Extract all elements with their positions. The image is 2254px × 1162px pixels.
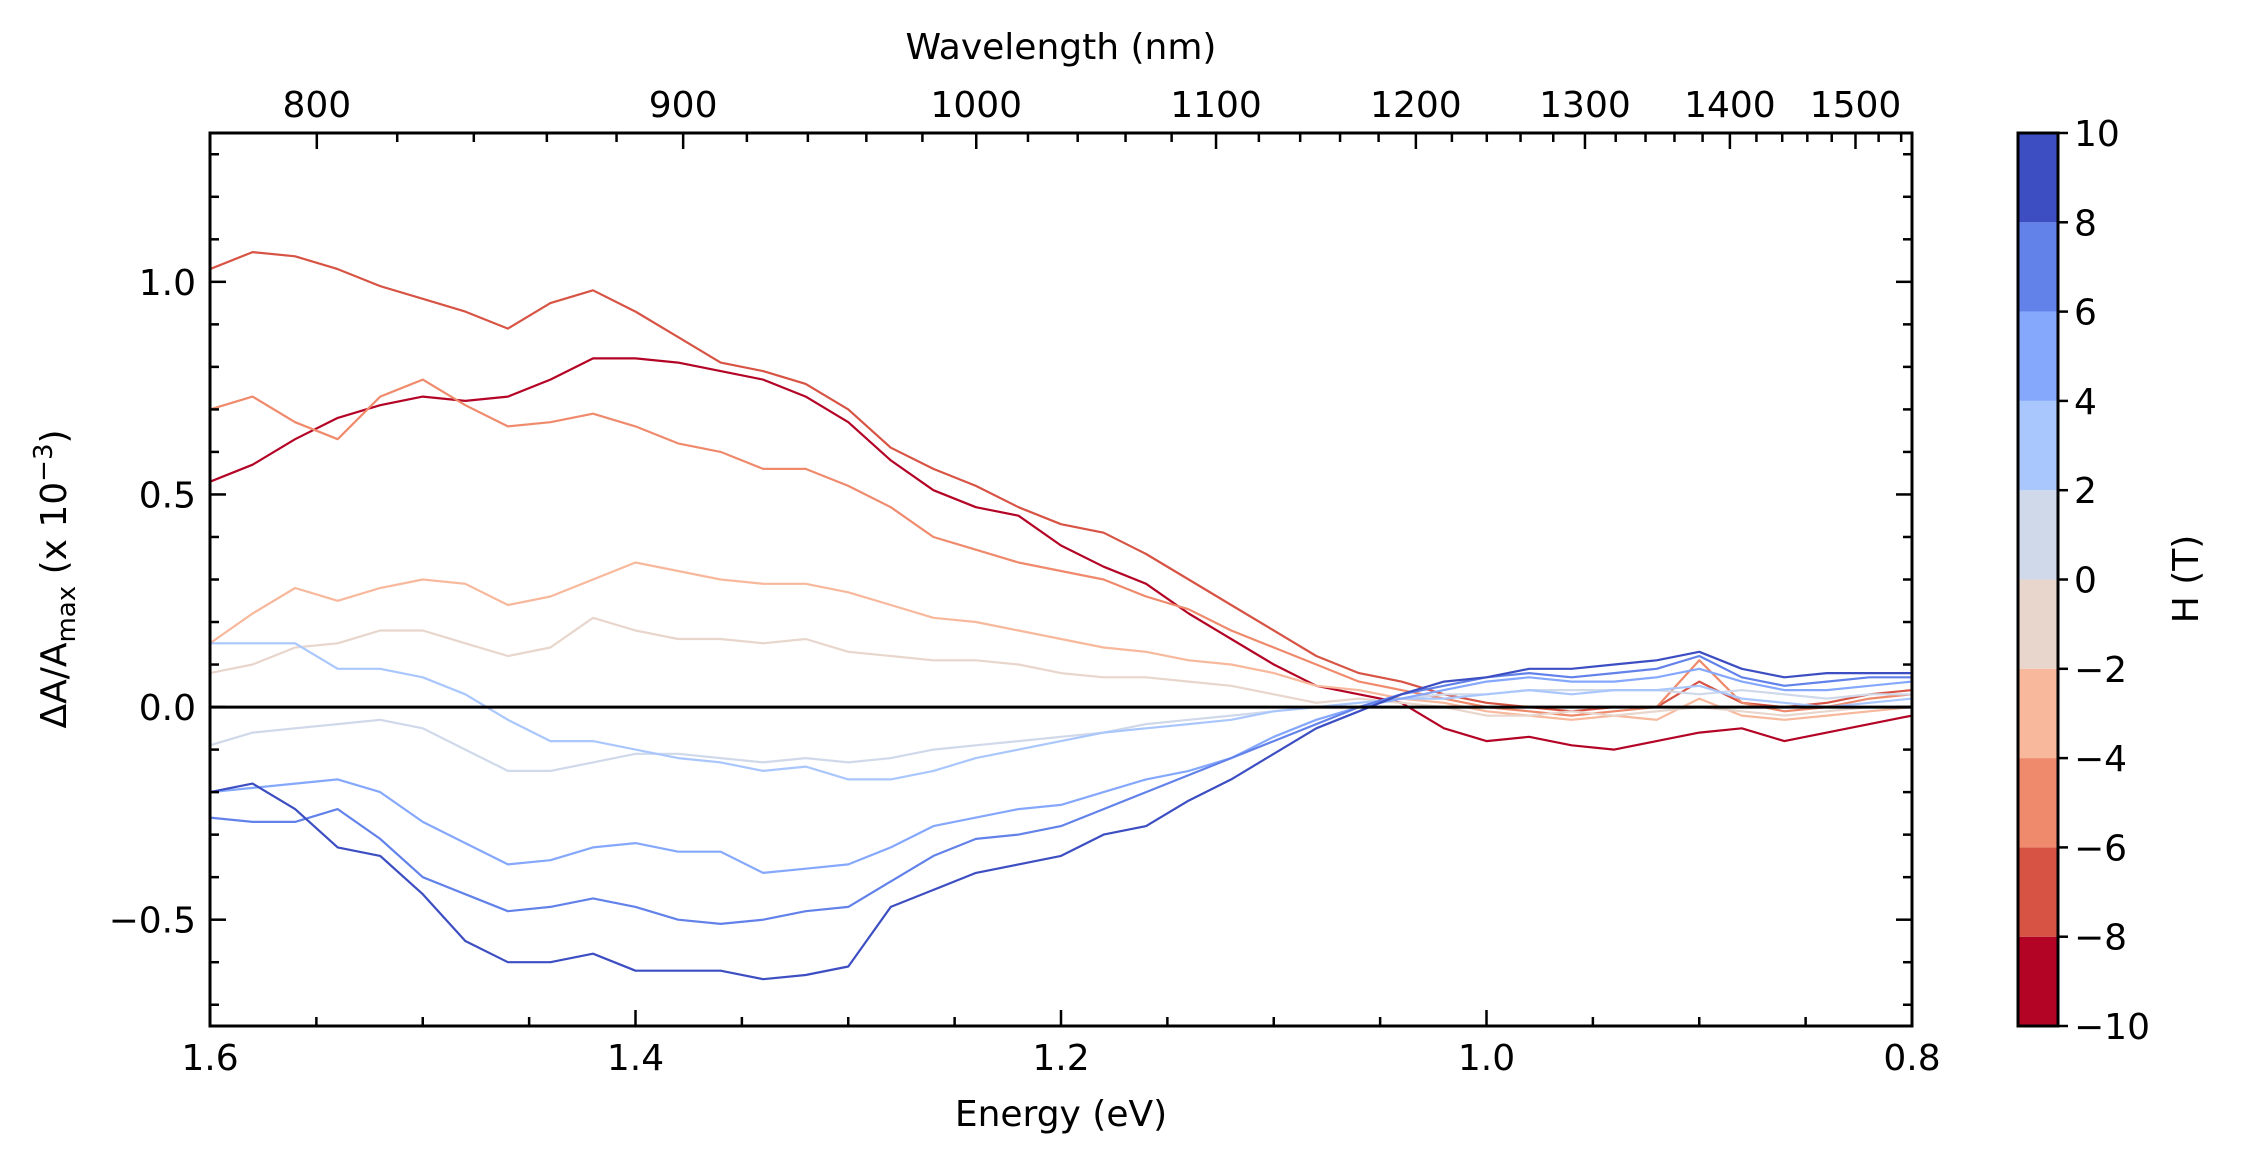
x-tick-label-4: 0.8 <box>1883 1038 1940 1079</box>
colorbar-band-7 <box>2018 311 2058 401</box>
colorbar-tick-label-4: −2 <box>2074 650 2127 691</box>
y-axis-title-close: ) <box>34 429 75 443</box>
series-line-7 <box>210 667 1912 875</box>
colorbar-band-2 <box>2018 758 2058 848</box>
colorbar-title: H (T) <box>2166 535 2207 624</box>
colorbar-band-8 <box>2018 222 2058 312</box>
colorbar-tick-label-9: 8 <box>2074 203 2097 244</box>
x2-tick-label-3: 1100 <box>1170 85 1262 126</box>
x-tick-label-1: 1.4 <box>607 1038 664 1079</box>
y-axis-title-exponent: −3 <box>29 444 59 482</box>
series-line-6 <box>210 642 1912 781</box>
axis-ticks: 1.6 1.4 1.2 1.0 0.8 −0.5 0.0 0.5 1.0 800 900 1000 11… <box>109 85 1941 1079</box>
colorbar-tick-label-3: −4 <box>2074 739 2127 780</box>
series-line-0 <box>210 357 1912 751</box>
colorbar: −10 −8 −6 −4 −2 0 2 4 6 8 10 <box>2018 114 2150 1048</box>
colorbar-tick-label-2: −6 <box>2074 828 2127 869</box>
colorbar-band-0 <box>2018 936 2058 1026</box>
x-tick-label-2: 1.2 <box>1032 1038 1089 1079</box>
colorbar-band-9 <box>2018 133 2058 223</box>
y-axis-title-main: ΔA/A <box>34 642 75 728</box>
top-x-axis-title: Wavelength (nm) <box>906 27 1217 68</box>
y-axis-title: ΔA/Amax (x 10−3) <box>29 429 82 728</box>
x2-tick-label-1: 900 <box>649 85 718 126</box>
series-line-4 <box>210 616 1912 717</box>
plot-area-frame <box>208 131 1914 1028</box>
colorbar-tick-label-10: 10 <box>2074 114 2120 155</box>
colorbar-frame <box>2016 131 2060 1028</box>
series-layer <box>210 251 1912 981</box>
colorbar-tick-label-1: −8 <box>2074 918 2127 959</box>
x2-tick-label-4: 1200 <box>1370 85 1462 126</box>
colorbar-tick-label-0: −10 <box>2074 1007 2150 1048</box>
x-tick-label-3: 1.0 <box>1458 1038 1515 1079</box>
series-line-9 <box>210 650 1912 981</box>
x2-tick-label-7: 1500 <box>1810 85 1902 126</box>
series-line-8 <box>210 654 1912 926</box>
colorbar-tick-label-6: 2 <box>2074 471 2097 512</box>
colorbar-tick-label-7: 4 <box>2074 382 2097 423</box>
x2-tick-label-2: 1000 <box>930 85 1022 126</box>
y-tick-label-0: −0.5 <box>109 901 196 942</box>
colorbar-band-5 <box>2018 490 2058 580</box>
x2-tick-label-6: 1400 <box>1684 85 1776 126</box>
y-axis-title-suffix: (x 10 <box>34 482 75 586</box>
series-line-2 <box>210 378 1912 717</box>
series-line-5 <box>210 688 1912 773</box>
colorbar-band-1 <box>2018 847 2058 937</box>
x-axis-title: Energy (eV) <box>955 1094 1167 1135</box>
y-axis-title-subscript: max <box>52 586 82 643</box>
colorbar-band-4 <box>2018 579 2058 669</box>
colorbar-tick-label-5: 0 <box>2074 561 2097 602</box>
y-tick-label-2: 0.5 <box>139 475 196 516</box>
colorbar-band-6 <box>2018 400 2058 491</box>
series-line-3 <box>210 561 1912 721</box>
x2-tick-label-0: 800 <box>282 85 351 126</box>
y-tick-label-3: 1.0 <box>139 263 196 304</box>
x2-tick-label-5: 1300 <box>1539 85 1631 126</box>
y-tick-label-1: 0.0 <box>139 688 196 729</box>
x-tick-label-0: 1.6 <box>181 1038 238 1079</box>
colorbar-band-3 <box>2018 668 2058 759</box>
colorbar-tick-label-8: 6 <box>2074 293 2097 334</box>
